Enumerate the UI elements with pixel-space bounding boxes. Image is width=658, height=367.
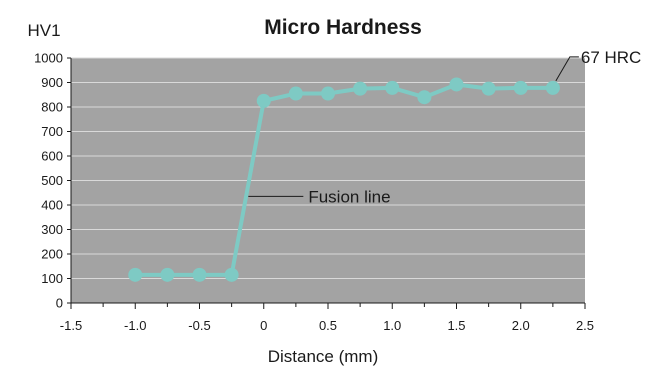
data-point: [192, 267, 207, 282]
x-tick-label: 1.5: [447, 318, 465, 333]
data-point: [513, 80, 528, 95]
y-tick-label: 200: [41, 247, 63, 262]
x-tick-label: -1.0: [124, 318, 146, 333]
data-point: [288, 86, 303, 101]
x-tick-label: -0.5: [188, 318, 210, 333]
grid-lines: [71, 57, 585, 279]
y-tick-label: 700: [41, 124, 63, 139]
y-tick-label: 500: [41, 173, 63, 188]
y-tick-label: 800: [41, 100, 63, 115]
data-point: [353, 81, 368, 96]
data-point: [385, 80, 400, 95]
annotations: Fusion line 67 HRC: [248, 48, 641, 206]
data-point: [417, 90, 432, 105]
data-point: [449, 77, 464, 92]
data-point: [224, 267, 239, 282]
x-tick-label: 2.5: [576, 318, 594, 333]
x-tick-label: 2.0: [512, 318, 530, 333]
data-point: [128, 267, 143, 282]
tick-labels: 0 100 200 300 400 500 600 700 800 900 1000 -1.5 -1.0…: [34, 51, 594, 334]
annotation-fusion-line: Fusion line: [308, 187, 390, 206]
data-point: [545, 80, 560, 95]
y-tick-label: 400: [41, 198, 63, 213]
data-point: [481, 81, 496, 96]
x-tick-label: 0.5: [319, 318, 337, 333]
y-tick-label: 900: [41, 75, 63, 90]
series-group: [128, 77, 560, 282]
data-point: [160, 267, 175, 282]
x-tick-label: 1.0: [383, 318, 401, 333]
y-tick-label: 0: [56, 296, 63, 311]
chart-title: Micro Hardness: [264, 16, 422, 39]
y-tick-label: 100: [41, 271, 63, 286]
data-point: [256, 93, 271, 108]
x-tick-label: 0: [260, 318, 267, 333]
y-axis-label: HV1: [27, 21, 60, 40]
annotation-leader-line: [555, 56, 579, 82]
x-tick-label: -1.5: [60, 318, 82, 333]
annotation-hrc: 67 HRC: [581, 48, 641, 67]
x-axis-label: Distance (mm): [268, 347, 379, 366]
y-tick-label: 600: [41, 149, 63, 164]
y-tick-label: 300: [41, 222, 63, 237]
y-tick-label: 1000: [34, 51, 63, 66]
data-point: [321, 86, 335, 101]
